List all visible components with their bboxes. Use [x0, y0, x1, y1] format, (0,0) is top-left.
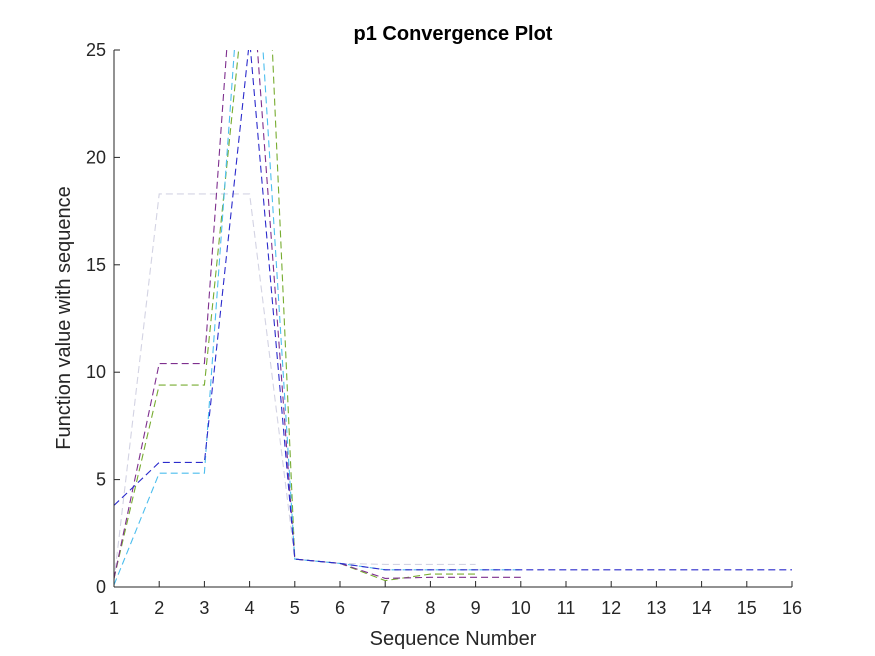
x-tick-label: 16	[782, 598, 802, 618]
x-tick-label: 5	[290, 598, 300, 618]
series-line-3	[114, 50, 521, 579]
series-line-2	[114, 50, 476, 582]
x-tick-label: 10	[511, 598, 531, 618]
x-tick-label: 2	[154, 598, 164, 618]
x-ticks: 1 2 3 4 5 6 7 8 9 10 11 12 13 14 15 16	[109, 581, 802, 618]
x-tick-label: 15	[737, 598, 757, 618]
y-tick-label: 0	[96, 577, 106, 597]
y-tick-label: 5	[96, 470, 106, 490]
x-tick-label: 13	[646, 598, 666, 618]
y-tick-label: 15	[86, 255, 106, 275]
y-tick-label: 10	[86, 362, 106, 382]
series-line-1	[114, 193, 476, 581]
y-ticks: 0 5 10 15 20 25	[86, 40, 120, 597]
x-axis-label: Sequence Number	[370, 628, 537, 650]
x-tick-label: 8	[425, 598, 435, 618]
y-tick-label: 20	[86, 147, 106, 167]
series-line-4	[114, 50, 521, 586]
x-tick-label: 6	[335, 598, 345, 618]
x-tick-label: 14	[692, 598, 712, 618]
y-tick-label: 25	[86, 40, 106, 60]
y-axis-label: Function value with sequence	[53, 186, 75, 450]
series-layer	[114, 50, 792, 586]
x-tick-label: 4	[245, 598, 255, 618]
x-tick-label: 1	[109, 598, 119, 618]
x-tick-label: 9	[471, 598, 481, 618]
x-tick-label: 11	[557, 598, 576, 618]
x-tick-label: 12	[601, 598, 621, 618]
series-line-5	[114, 50, 792, 571]
x-tick-label: 3	[199, 598, 209, 618]
chart-title: p1 Convergence Plot	[354, 23, 553, 45]
x-tick-label: 7	[380, 598, 390, 618]
